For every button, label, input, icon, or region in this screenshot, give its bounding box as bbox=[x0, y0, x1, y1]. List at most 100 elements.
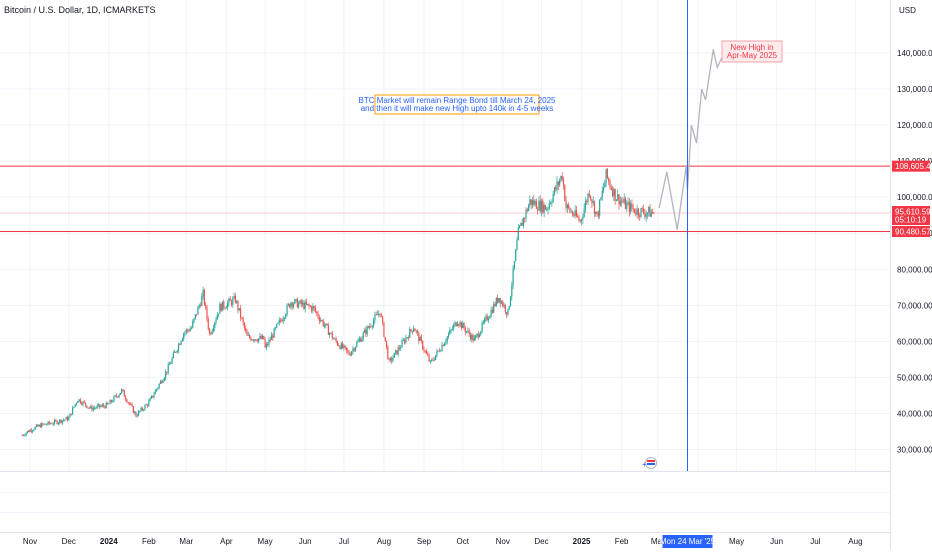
candle-body bbox=[583, 208, 585, 217]
candle-body bbox=[55, 420, 57, 422]
candle-body bbox=[600, 197, 602, 200]
candle-body bbox=[458, 324, 460, 326]
candle-body bbox=[422, 340, 424, 350]
candle-body bbox=[380, 315, 382, 317]
candle-body bbox=[166, 371, 168, 373]
candle-body bbox=[77, 401, 79, 404]
candle-body bbox=[392, 357, 394, 361]
candle-body bbox=[70, 413, 72, 415]
candle-body bbox=[140, 407, 142, 412]
candle-body bbox=[196, 314, 198, 316]
candle-body bbox=[33, 429, 35, 431]
candle-body bbox=[374, 314, 376, 321]
candle-body bbox=[615, 199, 618, 201]
candle-body bbox=[614, 188, 616, 201]
candle-body bbox=[167, 364, 169, 373]
candle-body bbox=[493, 303, 495, 313]
candle-body bbox=[379, 313, 381, 316]
candle-body bbox=[119, 393, 122, 395]
candle-body bbox=[503, 305, 505, 307]
candle-body bbox=[282, 318, 284, 322]
candle-body bbox=[639, 215, 641, 217]
candle-body bbox=[313, 306, 315, 309]
candle-body bbox=[320, 320, 322, 322]
candle-body bbox=[172, 352, 174, 359]
candle-body bbox=[418, 332, 420, 341]
candle-body bbox=[263, 335, 265, 340]
candle-body bbox=[157, 387, 159, 390]
candle-body bbox=[535, 201, 537, 209]
candle-body bbox=[219, 303, 221, 314]
candle-body bbox=[265, 344, 267, 348]
candle-body bbox=[238, 308, 240, 311]
candle-body bbox=[451, 328, 454, 330]
candle-body bbox=[177, 344, 180, 351]
price-tag-badge bbox=[892, 160, 930, 172]
candle-body bbox=[442, 344, 444, 346]
candle-body bbox=[511, 285, 513, 297]
candle-body bbox=[230, 300, 233, 305]
candle-body bbox=[205, 304, 207, 307]
flag-icon[interactable]: + bbox=[642, 457, 657, 470]
candle-body bbox=[145, 404, 147, 406]
candle-body bbox=[544, 205, 547, 210]
candle-body bbox=[220, 303, 222, 311]
candle-body bbox=[287, 304, 289, 306]
candle-body bbox=[564, 185, 566, 201]
candle-body bbox=[504, 305, 506, 312]
candle-body bbox=[611, 189, 614, 197]
candle-body bbox=[74, 404, 76, 407]
candle-body bbox=[126, 399, 128, 403]
candle-body bbox=[141, 407, 143, 410]
candle-body bbox=[192, 321, 194, 328]
candle-body bbox=[117, 396, 119, 398]
candle-body bbox=[542, 200, 544, 213]
candle-body bbox=[163, 377, 165, 381]
price-tag-badge bbox=[892, 206, 930, 226]
candle-body bbox=[339, 346, 341, 350]
candle-body bbox=[623, 198, 625, 203]
candle-body bbox=[391, 358, 393, 361]
candle-body bbox=[480, 331, 482, 335]
candle-body bbox=[124, 396, 127, 400]
candle-body bbox=[252, 339, 255, 341]
candle-body bbox=[526, 209, 528, 211]
candle-body bbox=[201, 296, 203, 306]
candle-body bbox=[582, 216, 584, 220]
candle-body bbox=[525, 209, 527, 219]
candle-body bbox=[64, 419, 66, 421]
candle-body bbox=[648, 207, 650, 213]
candle-body bbox=[312, 306, 314, 311]
candle-body bbox=[348, 351, 350, 356]
new-high-note[interactable]: New High in Apr-May 2025 bbox=[721, 40, 783, 63]
candle-body bbox=[109, 400, 111, 404]
candle-body bbox=[137, 411, 140, 416]
candle-body bbox=[400, 347, 402, 349]
candle-body bbox=[489, 316, 491, 319]
candle-body bbox=[216, 314, 218, 320]
candle-body bbox=[326, 323, 328, 326]
candle-body bbox=[122, 389, 124, 391]
candle-body bbox=[498, 298, 500, 303]
candle-body bbox=[393, 352, 395, 358]
candle-body bbox=[500, 301, 503, 304]
candle-body bbox=[259, 336, 261, 339]
candle-body bbox=[57, 422, 60, 424]
candle-body bbox=[342, 343, 344, 349]
candle-body bbox=[574, 209, 576, 216]
candle-body bbox=[522, 218, 525, 226]
price-tag-badge bbox=[892, 225, 930, 237]
candle-body bbox=[327, 325, 329, 335]
candle-body bbox=[538, 200, 540, 211]
candle-body bbox=[578, 217, 580, 221]
candle-body bbox=[189, 328, 191, 332]
candle-body bbox=[373, 320, 375, 327]
range-note[interactable]: BTC Market will remain Range Bond till M… bbox=[359, 94, 557, 115]
candle-body bbox=[599, 199, 601, 216]
candle-body bbox=[144, 405, 146, 410]
candle-body bbox=[644, 213, 646, 217]
time-axis[interactable]: Nov Dec 2024 Feb Mar Apr May Jun Jul Aug Sep Oct Nov… bbox=[23, 535, 863, 548]
candle-body bbox=[627, 201, 629, 204]
candle-body bbox=[154, 390, 156, 395]
